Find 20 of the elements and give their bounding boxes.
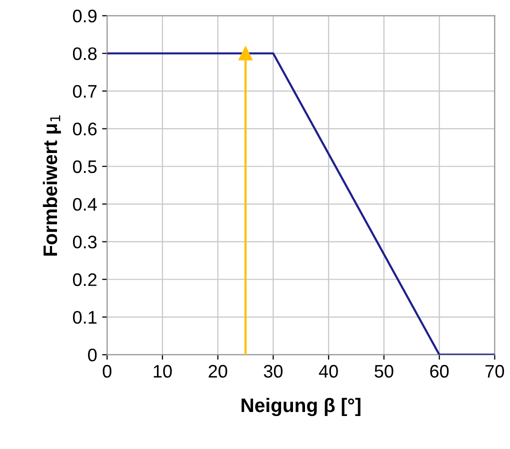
x-tick-label: 50 <box>374 364 394 378</box>
y-axis-title: Formbeiwert μ$_{1}$ <box>42 115 61 256</box>
y-tick-label: 0.2 <box>72 273 96 286</box>
y-tick-label: 0 <box>88 348 97 362</box>
x-tick-label: 30 <box>264 364 283 378</box>
x-axis-title: Neigung β [°] <box>242 398 360 416</box>
y-tick-label: 0.3 <box>72 236 97 248</box>
y-tick-label: 0.6 <box>72 122 97 136</box>
y-tick-label: 0.4 <box>72 198 97 211</box>
y-tick-label: 0.8 <box>72 47 97 60</box>
y-tick-label: 0.1 <box>72 310 96 324</box>
y-tick-label: 0.9 <box>72 10 97 22</box>
x-tick-label: 40 <box>318 364 338 378</box>
x-tick-label: 60 <box>430 364 449 378</box>
x-tick-label: 10 <box>154 364 172 378</box>
y-tick-label: 0.5 <box>72 160 97 174</box>
x-tick-label: 20 <box>208 364 228 378</box>
y-tick-label: 0.7 <box>72 84 96 98</box>
x-tick-label: 0 <box>102 364 112 378</box>
x-tick-label: 70 <box>486 364 504 378</box>
